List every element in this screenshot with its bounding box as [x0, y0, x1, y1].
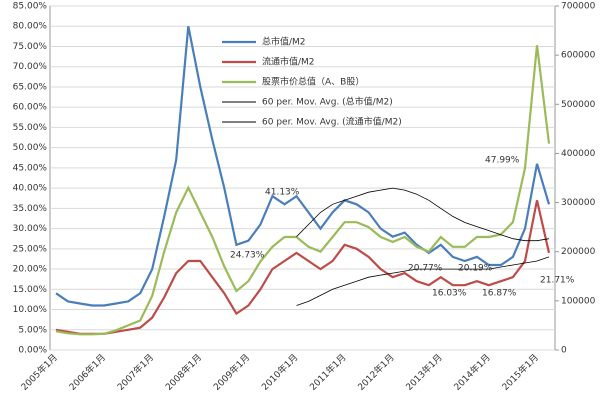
x-tick-label: 2008年1月 — [163, 351, 204, 392]
y-tick-label: 25.00% — [13, 244, 48, 254]
y-tick-label: 65.00% — [13, 82, 48, 92]
y2-tick-label: 0 — [561, 346, 567, 356]
annotation: 21.71% — [540, 276, 575, 286]
legend-label: 60 per. Mov. Avg. (流通市值/M2) — [262, 116, 402, 128]
x-tick-label: 2007年1月 — [115, 351, 156, 392]
line-series — [296, 187, 550, 242]
y-tick-label: 50.00% — [13, 143, 48, 153]
y2-tick-label: 100000 — [561, 296, 596, 306]
y-tick-label: 10.00% — [13, 305, 48, 315]
y-tick-label: 0.00% — [18, 346, 47, 356]
x-tick-label: 2011年1月 — [307, 351, 348, 392]
y-tick-label: 70.00% — [13, 62, 48, 72]
x-tick-label: 2015年1月 — [499, 351, 540, 392]
x-tick-label: 2006年1月 — [67, 351, 108, 392]
annotation: 20.19% — [458, 264, 493, 274]
annotation: 16.03% — [432, 289, 467, 299]
annotation: 16.87% — [482, 289, 517, 299]
y2-tick-label: 600000 — [561, 51, 596, 61]
annotation: 41.13% — [265, 188, 300, 198]
y2-tick-label: 700000 — [561, 2, 596, 12]
y-tick-label: 80.00% — [13, 22, 48, 32]
x-tick-label: 2005年1月 — [18, 351, 59, 392]
y-tick-label: 5.00% — [18, 325, 47, 335]
y-tick-label: 55.00% — [13, 123, 48, 133]
y-tick-label: 35.00% — [13, 204, 48, 214]
legend-label: 总市值/M2 — [262, 36, 306, 48]
x-tick-label: 2012年1月 — [355, 351, 396, 392]
legend-label: 流通市值/M2 — [262, 56, 315, 68]
line-series — [296, 256, 550, 306]
y-tick-label: 45.00% — [13, 163, 48, 173]
legend-label: 股票市价总值（A、B股） — [262, 76, 364, 88]
x-tick-label: 2009年1月 — [211, 351, 252, 392]
y2-tick-label: 200000 — [561, 247, 596, 257]
annotation: 20.77% — [408, 264, 443, 274]
legend-label: 60 per. Mov. Avg. (总市值/M2) — [262, 96, 393, 108]
y-tick-label: 30.00% — [13, 224, 48, 234]
y2-tick-label: 400000 — [561, 149, 596, 159]
y2-tick-label: 500000 — [561, 100, 596, 110]
y-tick-label: 75.00% — [13, 42, 48, 52]
y-tick-label: 60.00% — [13, 103, 48, 113]
annotation: 47.99% — [485, 156, 520, 166]
line-series — [55, 200, 551, 335]
y2-tick-label: 300000 — [561, 198, 596, 208]
x-tick-label: 2013年1月 — [403, 351, 444, 392]
y-tick-label: 20.00% — [13, 265, 48, 275]
y-tick-label: 15.00% — [13, 285, 48, 295]
annotation: 24.73% — [230, 251, 265, 261]
x-tick-label: 2010年1月 — [259, 351, 300, 392]
y-tick-label: 85.00% — [13, 2, 48, 12]
line-series — [55, 25, 551, 307]
y-tick-label: 40.00% — [13, 184, 48, 194]
line-series — [55, 45, 551, 336]
x-tick-label: 2014年1月 — [451, 351, 492, 392]
